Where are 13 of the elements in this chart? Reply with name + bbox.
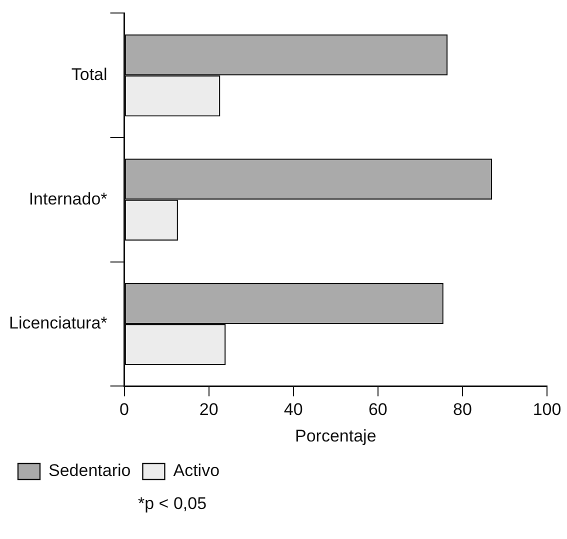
- x-axis-title: Porcentaje: [295, 426, 376, 446]
- x-tick-label: 100: [532, 400, 562, 420]
- x-tick-label: 60: [368, 400, 388, 420]
- y-tick-label: Total: [71, 65, 108, 84]
- legend-label: Sedentario: [48, 461, 131, 480]
- text: *p < 0,05: [138, 494, 207, 514]
- x-tick-label: 20: [199, 400, 218, 420]
- y-tick-label: Internado*: [28, 189, 108, 208]
- legend-label: Activo: [173, 461, 220, 480]
- y-tick-label: Licenciatura*: [9, 314, 108, 333]
- x-tick-label: 0: [120, 400, 130, 420]
- x-tick-label: 80: [452, 400, 472, 420]
- x-tick-label: 40: [284, 400, 303, 420]
